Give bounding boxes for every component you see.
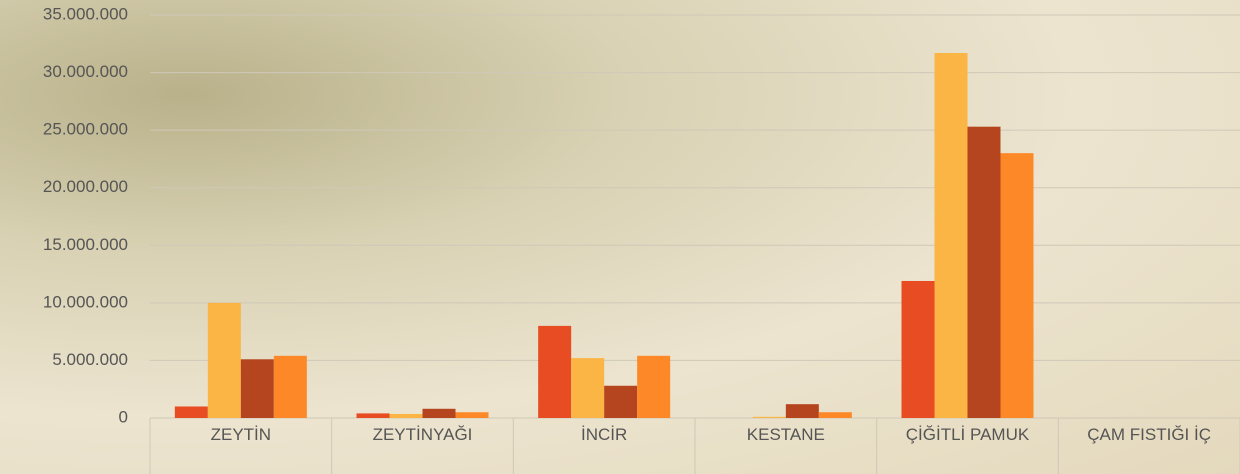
- chart-svg: 0 5.000.000 10.000.000 15.000.000 20.000.000…: [0, 0, 1240, 474]
- bar: [968, 127, 1001, 418]
- y-tick-label: 35.000.000: [43, 4, 128, 23]
- bar: [390, 414, 423, 418]
- y-tick-label: 5.000.000: [52, 350, 128, 369]
- y-tick-label: 30.000.000: [43, 62, 128, 81]
- bar: [538, 326, 571, 418]
- bar: [786, 404, 819, 418]
- x-tick-label: KESTANE: [715, 424, 857, 446]
- bar: [357, 413, 390, 418]
- chart: 0 5.000.000 10.000.000 15.000.000 20.000.000…: [0, 0, 1240, 474]
- bar: [175, 406, 208, 418]
- bar: [637, 356, 670, 418]
- bar: [819, 412, 852, 418]
- bar: [935, 53, 968, 418]
- bar: [902, 281, 935, 418]
- bar: [1001, 153, 1034, 418]
- bar: [241, 359, 274, 418]
- x-tick-label: ZEYTİN: [170, 424, 312, 446]
- bar: [753, 417, 786, 418]
- y-tick-label: 25.000.000: [43, 120, 128, 139]
- bar: [274, 356, 307, 418]
- x-tick-label: ÇAM FISTIĞI İÇ: [1078, 424, 1220, 446]
- x-tick-label: ZEYTİNYAĞI: [352, 424, 494, 446]
- y-tick-label: 15.000.000: [43, 235, 128, 254]
- y-tick-label: 0: [119, 407, 128, 426]
- bar: [456, 412, 489, 418]
- y-tick-label: 10.000.000: [43, 292, 128, 311]
- bar: [604, 386, 637, 418]
- bar: [208, 303, 241, 418]
- bar: [423, 409, 456, 418]
- bar: [571, 358, 604, 418]
- x-tick-label: İNCİR: [533, 424, 675, 446]
- x-tick-label: ÇİĞİTLİ PAMUK: [897, 424, 1039, 446]
- y-tick-label: 20.000.000: [43, 177, 128, 196]
